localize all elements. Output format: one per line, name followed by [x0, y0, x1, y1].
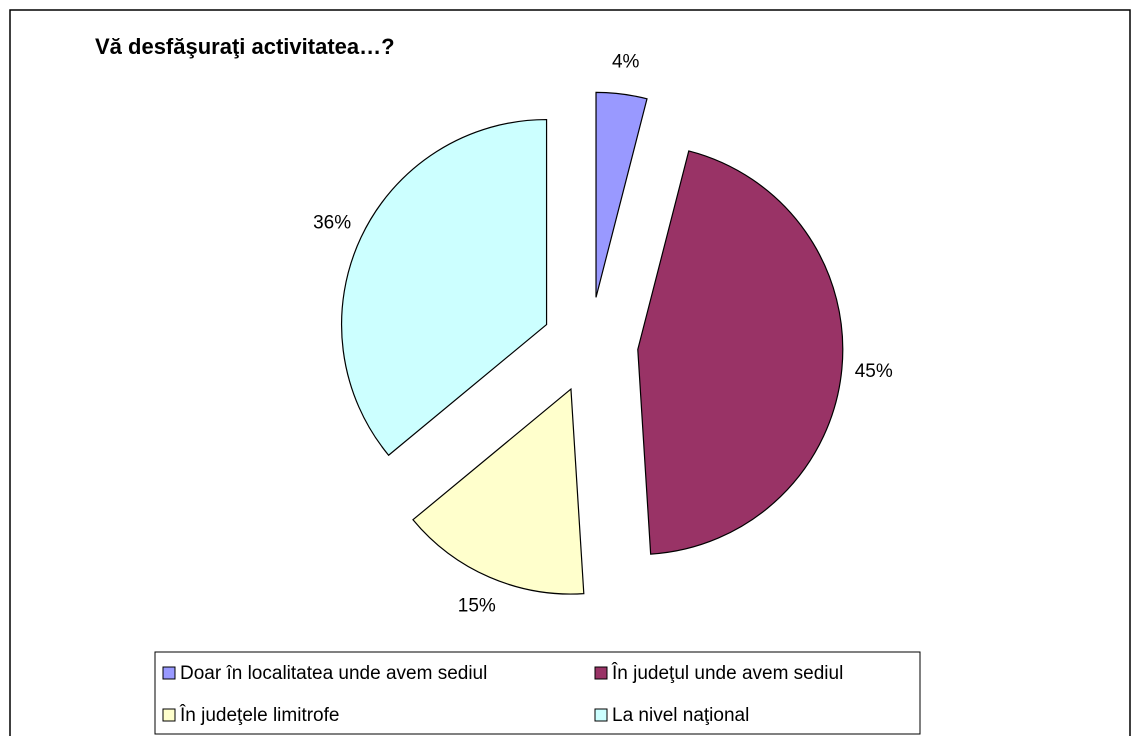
data-label: 15% [458, 596, 496, 617]
legend-swatch [162, 666, 176, 680]
chart-frame [9, 9, 1131, 736]
pie-slice [340, 118, 548, 457]
data-label: 45% [855, 361, 893, 382]
legend-swatch [162, 708, 176, 722]
legend-label: Doar în localitatea unde avem sediul [180, 663, 487, 684]
pie-slice [637, 150, 844, 555]
data-label: 36% [313, 213, 351, 234]
legend-swatch [594, 666, 608, 680]
data-label: 4% [612, 51, 640, 72]
legend-box [154, 651, 921, 735]
pie-slice [412, 387, 585, 595]
chart-title: Vă desfăşuraţi activitatea…? [95, 34, 395, 59]
pie-slice [595, 91, 648, 298]
legend-label: În judeţele limitrofe [179, 704, 339, 726]
legend-label: La nivel naţional [612, 705, 749, 726]
legend-label: În judeţul unde avem sediul [611, 662, 843, 684]
legend-swatch [594, 708, 608, 722]
